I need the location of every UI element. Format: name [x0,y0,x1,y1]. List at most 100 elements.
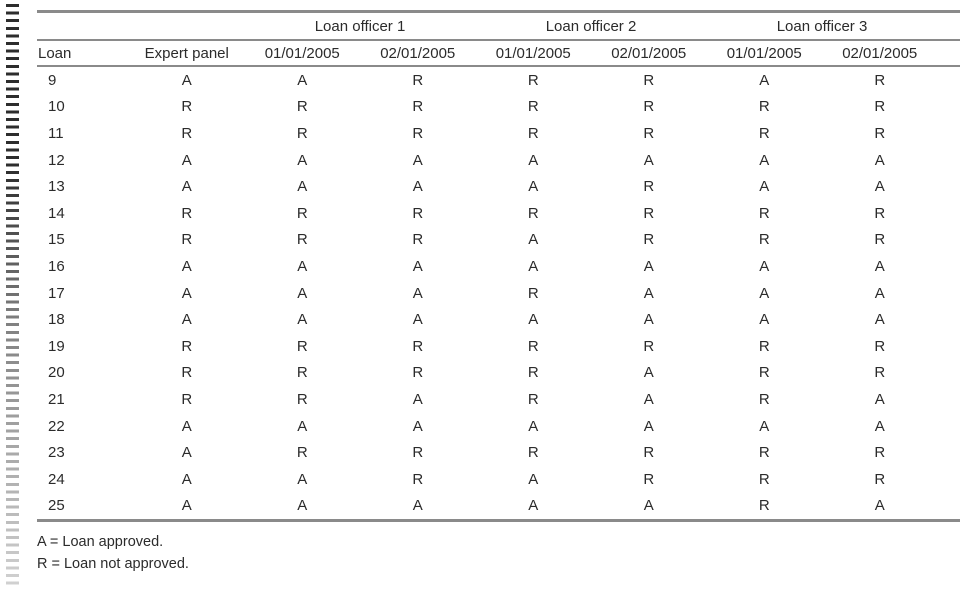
decision-cell: R [527,124,539,142]
decision-cell: A [759,178,770,196]
decision-cell: A [528,178,539,196]
decision-cell: R [758,231,770,249]
decision-cell: R [643,204,655,222]
decision-cell: A [643,311,654,329]
table-row: 13 A A A A R A A [37,173,960,200]
table-row: 21 R R A R A R A [37,386,960,413]
col-header-officer1-date1: 01/01/2005 [264,44,340,62]
loan-id-cell: 18 [48,311,65,329]
decision-cell: A [528,311,539,329]
decision-cell: A [297,311,308,329]
table-row: 17 A A A R A A A [37,280,960,307]
decision-cell: A [528,257,539,275]
loan-id-cell: 15 [48,231,65,249]
officer-header-row: Loan officer 1 Loan officer 2 Loan offic… [37,13,960,41]
decision-cell: R [296,337,308,355]
decision-cell: R [874,337,886,355]
decision-cell: R [527,98,539,116]
decision-cell: A [181,497,192,515]
decision-cell: R [412,231,424,249]
decision-cell: R [874,444,886,462]
decision-cell: A [528,417,539,435]
loan-id-cell: 19 [48,337,65,355]
decision-cell: A [297,284,308,302]
decision-cell: A [643,390,654,408]
decision-cell: A [874,151,885,169]
decision-cell: A [874,497,885,515]
table-row: 19 R R R R R R R [37,333,960,360]
decision-cell: A [643,257,654,275]
loan-id-cell: 23 [48,444,65,462]
decision-cell: A [412,497,423,515]
decision-cell: R [412,71,424,89]
decision-cell: A [181,470,192,488]
decision-cell: R [296,364,308,382]
decision-cell: R [181,204,193,222]
decision-cell: A [181,444,192,462]
decision-cell: A [759,284,770,302]
decision-cell: R [758,337,770,355]
decision-cell: A [874,257,885,275]
loan-id-cell: 10 [48,98,65,116]
decision-cell: R [643,178,655,196]
decision-cell: R [527,364,539,382]
decision-cell: A [528,151,539,169]
decision-cell: R [758,497,770,515]
decision-cell: R [758,98,770,116]
decision-cell: R [412,364,424,382]
decision-cell: A [874,417,885,435]
decision-cell: R [412,124,424,142]
decision-cell: R [874,71,886,89]
decision-cell: A [528,497,539,515]
decision-cell: A [297,417,308,435]
decision-cell: R [874,98,886,116]
loan-id-cell: 14 [48,204,65,222]
decision-cell: R [643,444,655,462]
decision-cell: A [643,284,654,302]
loan-id-cell: 13 [48,178,65,196]
decision-cell: R [874,231,886,249]
decision-cell: R [296,98,308,116]
decision-cell: A [759,417,770,435]
decision-cell: A [181,257,192,275]
decision-cell: A [297,178,308,196]
decision-cell: A [412,390,423,408]
col-header-officer3-date2: 02/01/2005 [842,44,918,62]
table-row: 24 A A R A R R R [37,466,960,493]
decision-cell: A [528,231,539,249]
decision-cell: A [759,151,770,169]
table-row: 22 A A A A A A A [37,413,960,440]
loan-decisions-table: Loan officer 1 Loan officer 2 Loan offic… [37,10,960,575]
decision-cell: A [412,178,423,196]
table-row: 25 A A A A A R A [37,493,960,520]
decision-cell: A [643,364,654,382]
decision-cell: A [412,311,423,329]
decision-cell: R [874,470,886,488]
decision-cell: R [758,204,770,222]
decision-cell: R [874,124,886,142]
decision-cell: R [643,124,655,142]
table-row: 23 A R R R R R R [37,439,960,466]
decision-cell: R [527,337,539,355]
decision-cell: R [758,470,770,488]
footnote-approved: A = Loan approved. [37,534,164,551]
decision-cell: R [181,98,193,116]
decision-cell: A [874,178,885,196]
officer-2-header: Loan officer 2 [545,17,637,35]
decision-cell: A [181,311,192,329]
loan-id-cell: 21 [48,390,65,408]
decision-cell: A [759,71,770,89]
table-row: 12 A A A A A A A [37,147,960,174]
decision-cell: R [296,231,308,249]
table-row: 15 R R R A R R R [37,227,960,254]
decision-cell: R [181,231,193,249]
decision-cell: R [296,390,308,408]
officer-3-header: Loan officer 3 [776,17,868,35]
decision-cell: R [758,444,770,462]
footnote-not-approved: R = Loan not approved. [37,556,189,573]
decision-cell: R [181,337,193,355]
col-header-officer3-date1: 01/01/2005 [726,44,802,62]
table-row: 10 R R R R R R R [37,94,960,121]
decision-cell: A [412,151,423,169]
